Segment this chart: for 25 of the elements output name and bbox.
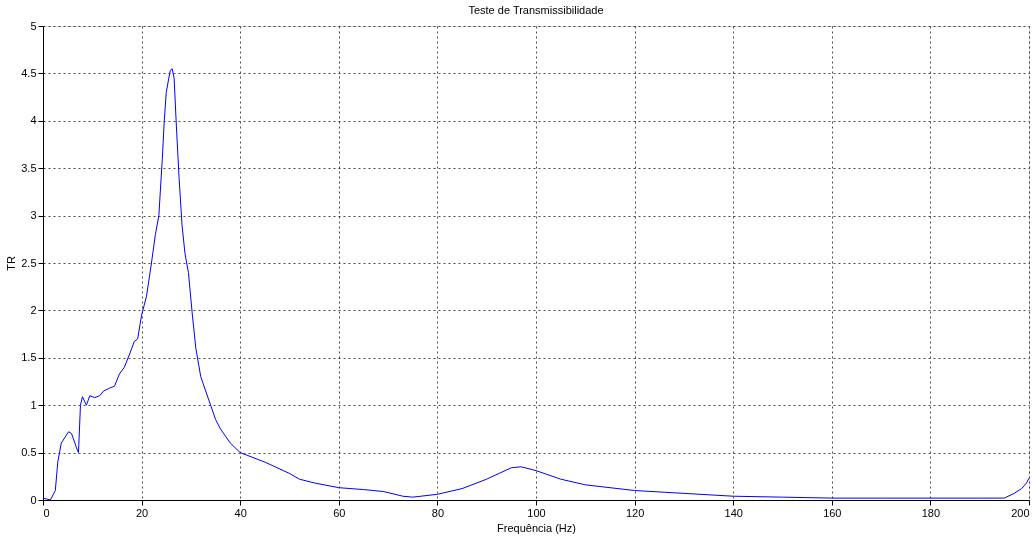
x-tick-label: 0	[43, 506, 50, 519]
x-tick-label: 40	[234, 506, 247, 519]
y-axis-title: TR	[5, 256, 18, 271]
x-tick-label: 180	[921, 506, 941, 519]
x-tick-label: 160	[823, 506, 842, 519]
x-tick-label: 100	[527, 506, 546, 519]
x-tick-label: 80	[431, 506, 445, 519]
y-tick-label: 0	[30, 493, 37, 506]
x-axis-title: Frequência (Hz)	[497, 521, 576, 534]
y-tick-label: 4	[30, 114, 37, 127]
chart-title: Teste de Transmissibilidade	[468, 4, 604, 16]
x-tick-label: 60	[333, 506, 346, 519]
y-tick-label: 1.5	[21, 351, 37, 364]
x-tick-label: 140	[724, 506, 743, 519]
y-tick-label: 4.5	[21, 66, 37, 79]
y-tick-label: 2	[30, 303, 37, 316]
y-tick-label: 3	[30, 209, 37, 222]
y-tick-label: 5	[30, 19, 37, 32]
x-tick-label: 120	[625, 506, 645, 519]
y-tick-label: 0.5	[21, 446, 37, 459]
y-tick-label: 2.5	[21, 256, 37, 269]
x-tick-label: 200	[1011, 506, 1030, 519]
x-tick-label: 20	[135, 506, 149, 519]
y-tick-label: 1	[30, 398, 37, 411]
y-tick-label: 3.5	[21, 161, 37, 174]
